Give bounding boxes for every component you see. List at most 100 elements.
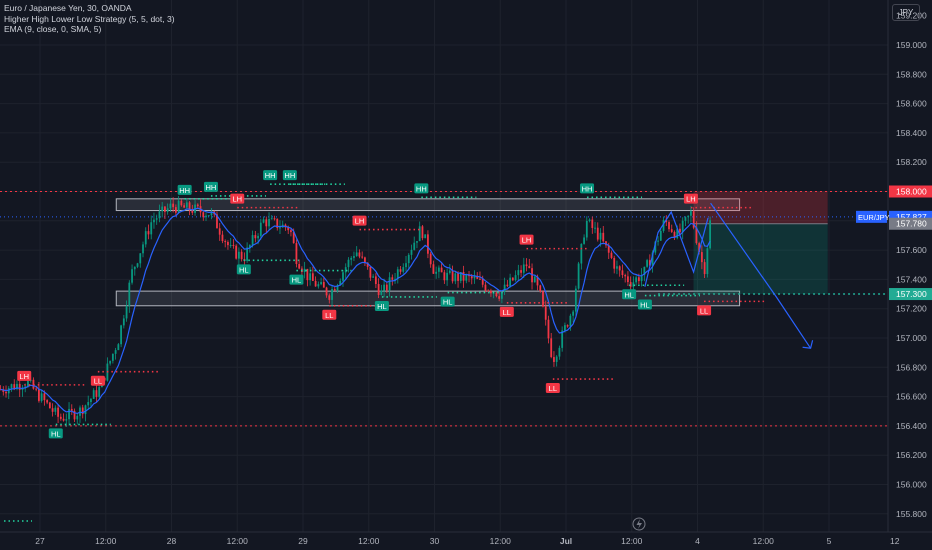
candle-body (372, 276, 375, 278)
candle-body (533, 276, 536, 283)
pivot-badge (230, 193, 245, 204)
candle-body (259, 222, 262, 236)
candle-body (339, 280, 342, 286)
candle-body (703, 262, 706, 275)
price-tick: 157.000 (896, 333, 927, 343)
time-tick: 12:00 (358, 536, 380, 546)
candle-body (490, 290, 492, 294)
candle-body (290, 230, 292, 233)
candle-body (454, 273, 457, 282)
candle-body (306, 268, 309, 281)
candle-body (188, 202, 191, 211)
candle-body (331, 289, 333, 300)
candle-body (40, 393, 43, 401)
pivot-badge (622, 289, 637, 300)
candle-body (73, 410, 76, 420)
candle-body (43, 393, 46, 401)
candle-body (388, 277, 391, 291)
time-tick: 30 (430, 536, 440, 546)
candle-body (681, 220, 684, 233)
indicator-hhll[interactable]: Higher High Lower Low Strategy (5, 5, do… (4, 13, 175, 24)
candle-body (59, 416, 62, 419)
pivot-badge (177, 184, 192, 195)
candle-body (314, 280, 317, 287)
horizontal-levels (0, 191, 888, 427)
candle-body (577, 263, 580, 289)
zone-2 (115, 290, 741, 307)
candle-body (383, 284, 385, 291)
trade-box (693, 191, 828, 295)
candle-body (525, 264, 528, 267)
candle-body (646, 260, 648, 267)
support-resistance-zones (115, 198, 741, 307)
candle-body (125, 306, 128, 319)
candle-body (550, 338, 553, 358)
candle-body (506, 284, 509, 287)
zigzag-line (644, 210, 709, 287)
candle-body (276, 218, 279, 228)
candle-body (536, 276, 539, 286)
candle-body (298, 264, 301, 269)
candle-body (391, 277, 394, 280)
candle-body (588, 219, 591, 221)
candle-body (648, 260, 651, 266)
candle-body (87, 402, 90, 406)
pivot-label: LL (700, 306, 708, 315)
candle-body (481, 278, 484, 285)
candle-body (706, 248, 709, 275)
chart-legend: Euro / Japanese Yen, 30, OANDA Higher Hi… (4, 3, 175, 35)
candle-body (476, 276, 479, 279)
candle-body (344, 267, 347, 273)
candle-body (692, 211, 695, 228)
time-tick: 12:00 (490, 536, 512, 546)
candle-body (564, 325, 566, 331)
candle-body (251, 235, 254, 246)
time-axis[interactable]: 27 12:00 28 12:00 29 12:00 30 12:00 Jul 12:00 4 12:… (0, 517, 932, 550)
time-tick: 12:00 (95, 536, 117, 546)
candle-body (347, 259, 350, 268)
candle-body (2, 389, 5, 392)
candle-body (457, 273, 459, 281)
pivot-label: HL (51, 429, 61, 438)
candle-body (122, 318, 125, 326)
candle-body (451, 270, 454, 282)
pivot-label: HH (265, 171, 276, 180)
currency-button[interactable]: JPY (892, 4, 920, 21)
pivot-label: HL (239, 265, 249, 274)
candle-body (27, 380, 29, 387)
pivot-badge (519, 234, 534, 245)
candle-body (503, 284, 506, 293)
symbol-title[interactable]: Euro / Japanese Yen, 30, OANDA (4, 3, 132, 13)
candle-body (207, 215, 210, 217)
candle-body (268, 218, 270, 227)
candle-body (136, 263, 139, 267)
candle-body (487, 290, 490, 292)
pivot-badge (17, 370, 32, 381)
candle-body (495, 292, 498, 297)
candle-body (670, 229, 673, 232)
pivot-level-dots (4, 183, 765, 522)
candle-body (673, 231, 676, 239)
candle-body (120, 325, 122, 345)
candles (0, 195, 712, 427)
price-axis[interactable]: 159.000 158.800 158.600 158.400 158.200 158.0… (856, 0, 932, 550)
candle-body (128, 282, 131, 307)
candle-body (616, 266, 618, 269)
candle-body (509, 277, 512, 287)
candle-body (446, 272, 449, 281)
candle-body (158, 211, 161, 219)
candle-body (227, 241, 229, 246)
candle-body (429, 253, 432, 265)
candle-body (350, 257, 353, 260)
pivot-label: HL (640, 301, 650, 310)
candle-body (585, 220, 588, 238)
time-tick: 5 (827, 536, 832, 546)
pivot-badge (48, 428, 63, 439)
candle-body (583, 237, 585, 244)
candle-body (542, 291, 544, 307)
indicator-ema[interactable]: EMA (9, close, 0, SMA, 5) (4, 24, 102, 34)
candle-body (637, 277, 640, 282)
candle-body (640, 275, 643, 282)
candle-body (325, 287, 328, 296)
